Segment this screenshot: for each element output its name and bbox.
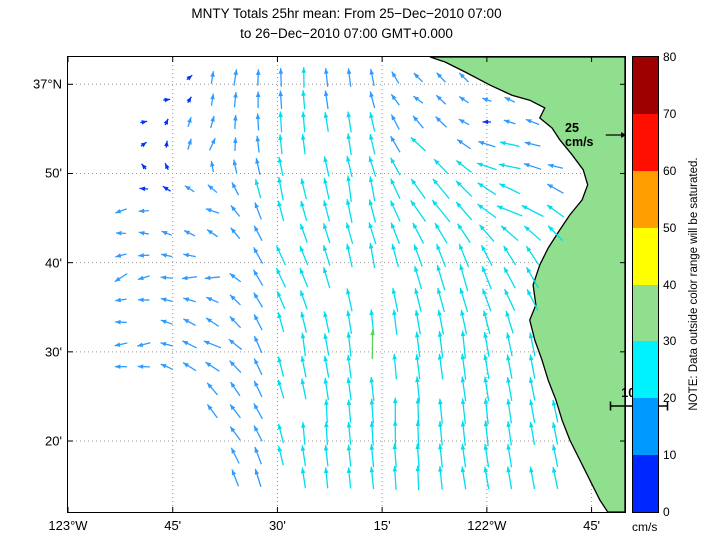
title-line-2: to 26−Dec−2010 07:00 GMT+0.000 [240, 26, 453, 41]
colorbar-tick-label: 20 [663, 391, 677, 406]
map-plot-area: 25 cm/s 10 km [67, 56, 669, 513]
x-tick-label: 45' [164, 518, 182, 533]
colorbar-tick-label: 80 [663, 50, 677, 64]
colorbar [632, 56, 659, 513]
colorbar-tick-label: 30 [663, 334, 677, 349]
current-vector-map [68, 57, 625, 512]
colorbar-tick-label: 0 [663, 505, 670, 519]
colorbar-units-label: cm/s [632, 520, 658, 534]
colorbar-segment [633, 57, 658, 114]
x-tick-label: 15' [373, 518, 391, 533]
colorbar-segment [633, 227, 658, 285]
colorbar-tick-label: 40 [663, 277, 677, 292]
y-tick-label: 30' [45, 344, 62, 360]
colorbar-tick-label: 60 [663, 163, 677, 178]
colorbar-note: NOTE: Data outside color range will be s… [688, 157, 700, 411]
reference-arrow: 25 cm/s [565, 121, 627, 149]
colorbar-segment [633, 284, 658, 342]
colorbar-tick-label: 50 [663, 220, 677, 235]
chart-title: MNTY Totals 25hr mean: From 25−Dec−2010 … [68, 4, 625, 44]
colorbar-segment [633, 398, 658, 456]
x-tick-label: 123°W [48, 518, 88, 533]
y-tick-label: 50' [45, 165, 62, 181]
y-tick-label: 20' [45, 433, 62, 449]
colorbar-tick-label: 10 [663, 448, 677, 463]
colorbar-tick-label: 70 [663, 106, 677, 121]
reference-arrow-label: 25 cm/s [565, 121, 594, 149]
colorbar-segment [633, 455, 658, 512]
reference-arrow-icon [605, 132, 627, 138]
colorbar-segment [633, 341, 658, 399]
x-tick-label: 45' [583, 518, 601, 533]
colorbar-segment [633, 170, 658, 228]
x-tick-label: 30' [268, 518, 286, 533]
title-line-1: MNTY Totals 25hr mean: From 25−Dec−2010 … [191, 6, 502, 21]
x-tick-label: 122°W [467, 518, 507, 533]
y-tick-label: 40' [45, 255, 62, 271]
colorbar-segment [633, 113, 658, 171]
y-tick-label: 37°N [32, 76, 62, 92]
